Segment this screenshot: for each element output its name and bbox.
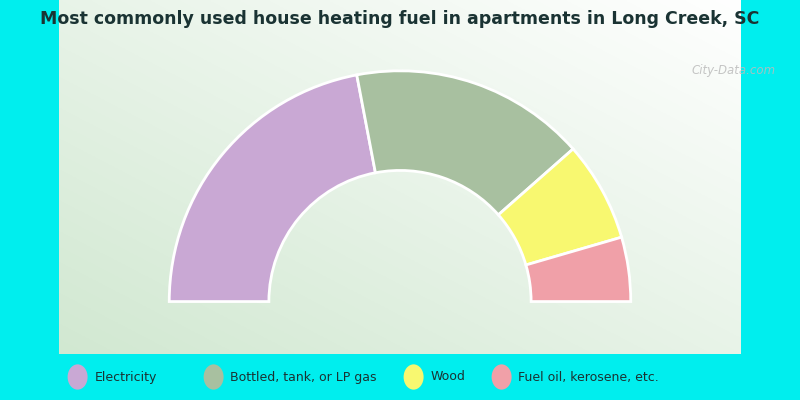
Text: Electricity: Electricity <box>94 370 157 384</box>
Text: Most commonly used house heating fuel in apartments in Long Creek, SC: Most commonly used house heating fuel in… <box>40 10 760 28</box>
Ellipse shape <box>203 364 223 390</box>
Text: City-Data.com: City-Data.com <box>692 64 776 77</box>
Ellipse shape <box>404 364 424 390</box>
Text: Wood: Wood <box>430 370 466 384</box>
Wedge shape <box>526 237 630 302</box>
Ellipse shape <box>67 364 88 390</box>
Ellipse shape <box>491 364 512 390</box>
Text: Bottled, tank, or LP gas: Bottled, tank, or LP gas <box>230 370 377 384</box>
Text: Fuel oil, kerosene, etc.: Fuel oil, kerosene, etc. <box>518 370 659 384</box>
Wedge shape <box>357 71 573 215</box>
Wedge shape <box>170 75 375 302</box>
Wedge shape <box>498 149 622 265</box>
